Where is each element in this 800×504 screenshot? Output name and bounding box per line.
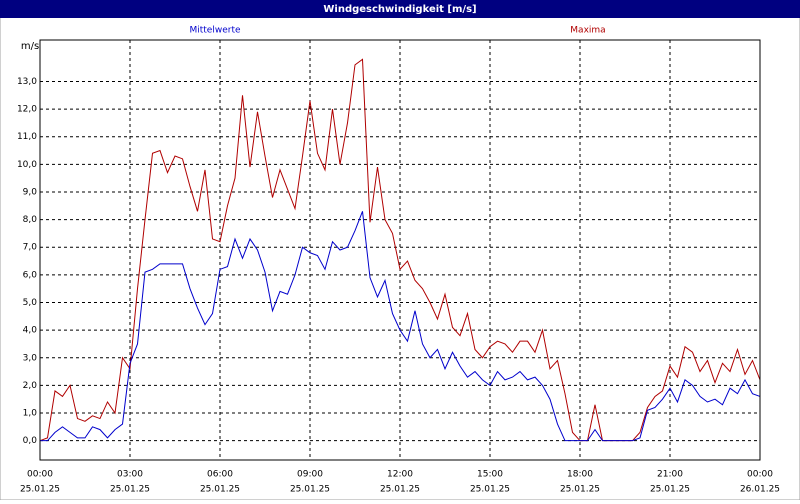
x-tick-label: 18:00	[567, 470, 593, 480]
series-line	[40, 211, 761, 442]
plot-frame	[39, 39, 761, 461]
y-tick-label: 4,0	[23, 326, 38, 336]
title-bar	[0, 0, 800, 18]
x-tick-date: 25.01.25	[470, 485, 510, 495]
x-tick-date: 25.01.25	[650, 485, 690, 495]
x-tick-label: 12:00	[387, 470, 413, 480]
x-tick-label: 06:00	[207, 470, 233, 480]
series-line	[39, 58, 761, 442]
x-tick-date: 25.01.25	[20, 485, 60, 495]
y-tick-label: 11,0	[17, 132, 37, 142]
y-tick-label: 8,0	[23, 215, 38, 225]
chart-title: Windgeschwindigkeit [m/s]	[323, 4, 476, 15]
plot-lines	[39, 58, 761, 442]
x-tick-label: 21:00	[657, 470, 683, 480]
y-tick-label: 7,0	[23, 243, 38, 253]
legend-label: Maxima	[570, 26, 605, 36]
x-tick-label: 09:00	[297, 470, 323, 480]
x-tick-date: 25.01.25	[380, 485, 420, 495]
y-tick-label: 1,0	[23, 409, 38, 419]
x-tick-date: 25.01.25	[110, 485, 150, 495]
y-tick-label: 10,0	[17, 160, 37, 170]
y-tick-label: 3,0	[23, 353, 38, 363]
y-tick-label: 13,0	[17, 77, 37, 87]
x-tick-date: 25.01.25	[200, 485, 240, 495]
x-tick-date: 26.01.25	[740, 485, 780, 495]
x-tick-date: 25.01.25	[290, 485, 330, 495]
y-tick-label: 12,0	[17, 105, 37, 115]
y-tick-label: 2,0	[23, 381, 38, 391]
y-tick-label: 9,0	[23, 187, 38, 197]
x-tick-label: 15:00	[477, 470, 503, 480]
y-tick-label: 5,0	[23, 298, 38, 308]
x-tick-label: 03:00	[117, 470, 143, 480]
x-tick-label: 00:00	[27, 470, 53, 480]
legend-label: Mittelwerte	[189, 26, 240, 36]
y-tick-label: 0,0	[23, 436, 38, 446]
y-tick-label: 6,0	[23, 270, 38, 280]
y-unit: m/s	[21, 41, 39, 52]
x-tick-label: 00:00	[747, 470, 773, 480]
x-tick-date: 25.01.25	[560, 485, 600, 495]
